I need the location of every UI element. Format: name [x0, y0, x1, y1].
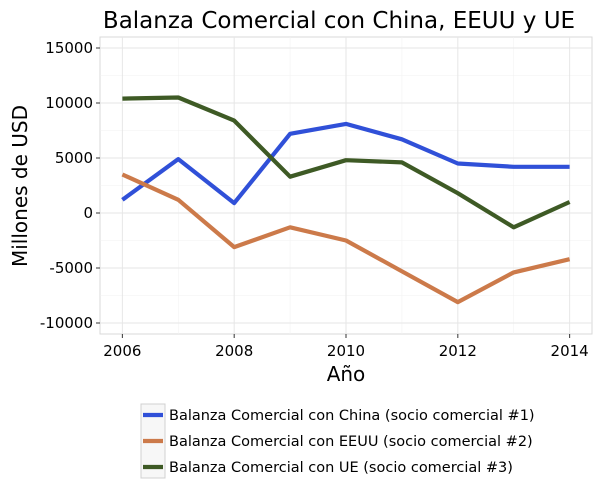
x-axis-ticks: 2006 2008 2010 2012 2014: [103, 334, 589, 360]
x-tick-label: 2010: [327, 342, 365, 360]
chart-title: Balanza Comercial con China, EEUU y UE: [103, 8, 575, 34]
legend: Balanza Comercial con China (socio comer…: [140, 403, 535, 479]
legend-label: Balanza Comercial con UE (socio comercia…: [169, 460, 513, 476]
series-line-1: [121, 121, 570, 206]
legend-label: Balanza Comercial con EEUU (socio comerc…: [169, 434, 533, 450]
y-axis-ticks: -10000 -5000 0 5000 10000 15000: [40, 39, 100, 332]
series-line-2: [121, 172, 571, 305]
series-line-3: [122, 95, 571, 230]
x-tick-label: 2008: [215, 342, 253, 360]
legend-label: Balanza Comercial con China (socio comer…: [169, 408, 535, 424]
grid-lines: [100, 37, 592, 334]
y-tick-label: -10000: [40, 314, 93, 332]
x-axis-title: Año: [327, 362, 366, 386]
y-tick-label: -5000: [49, 259, 93, 277]
x-tick-label: 2014: [551, 342, 589, 360]
x-tick-label: 2012: [439, 342, 477, 360]
y-tick-label: 10000: [45, 94, 93, 112]
x-tick-label: 2006: [103, 342, 141, 360]
y-tick-label: 15000: [45, 39, 93, 57]
y-tick-label: 0: [83, 204, 93, 222]
series-lines: [121, 95, 571, 305]
y-axis-title: Millones de USD: [8, 105, 32, 267]
y-tick-label: 5000: [55, 149, 93, 167]
